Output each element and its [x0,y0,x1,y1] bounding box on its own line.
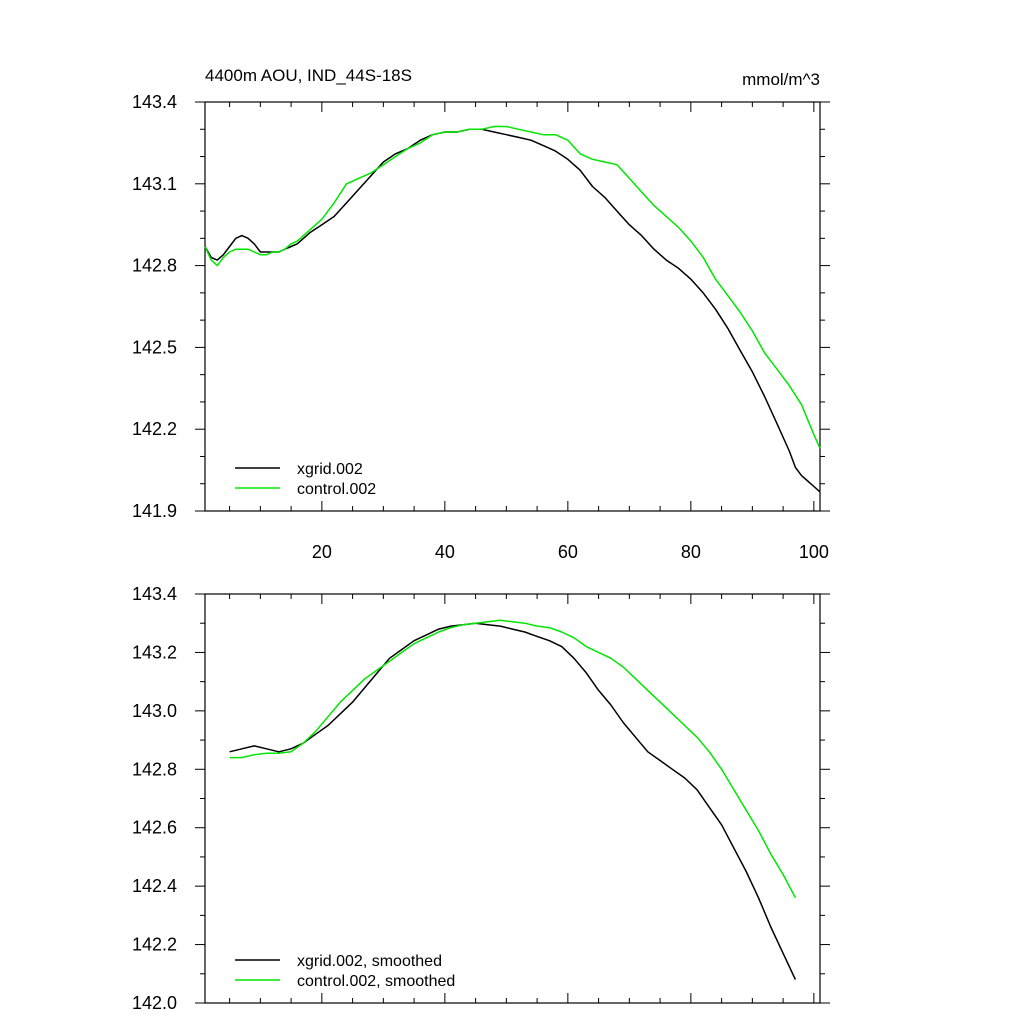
y-tick-label: 143.4 [132,92,177,112]
series-line-control-002 [229,619,797,899]
bottom-panel: 142.0 142.2 142.4 142.6 142.8 143.0 143.2 143.4… [132,584,830,1013]
y-tick-label: 143.2 [132,642,177,662]
y-tick-label: 142.6 [132,818,177,838]
legend-label: control.002, smoothed [297,973,455,990]
x-tick-label: 40 [435,542,455,562]
x-tick-label: 100 [799,542,829,562]
legend-label: xgrid.002, smoothed [297,953,442,970]
units-label: mmol/m^3 [742,70,820,89]
y-tick-label: 142.5 [132,337,177,357]
legend-label: xgrid.002 [297,461,363,478]
x-tick-label: 60 [558,542,578,562]
y-tick-label: 142.4 [132,876,177,896]
y-tick-label: 143.1 [132,174,177,194]
y-tick-label: 143.0 [132,701,177,721]
series-line-xgrid-002 [229,622,797,980]
x-tick-label: 80 [681,542,701,562]
legend-label: control.002 [297,481,376,498]
top-panel: 141.9 142.2 142.5 142.8 143.1 143.4 20 40 60 80 10… [132,66,830,562]
y-tick-label: 142.2 [132,935,177,955]
x-tick-label: 20 [312,542,332,562]
series-line-xgrid-002 [204,128,821,493]
y-tick-label: 141.9 [132,501,177,521]
y-tick-label: 143.4 [132,584,177,604]
y-tick-label: 142.0 [132,993,177,1013]
chart-title: 4400m AOU, IND_44S-18S [205,66,412,85]
y-tick-label: 142.8 [132,256,177,276]
y-tick-label: 142.2 [132,419,177,439]
plot-frame [204,101,821,512]
y-tick-label: 142.8 [132,759,177,779]
series-line-control-002 [204,125,821,449]
plot-frame [204,593,821,1004]
